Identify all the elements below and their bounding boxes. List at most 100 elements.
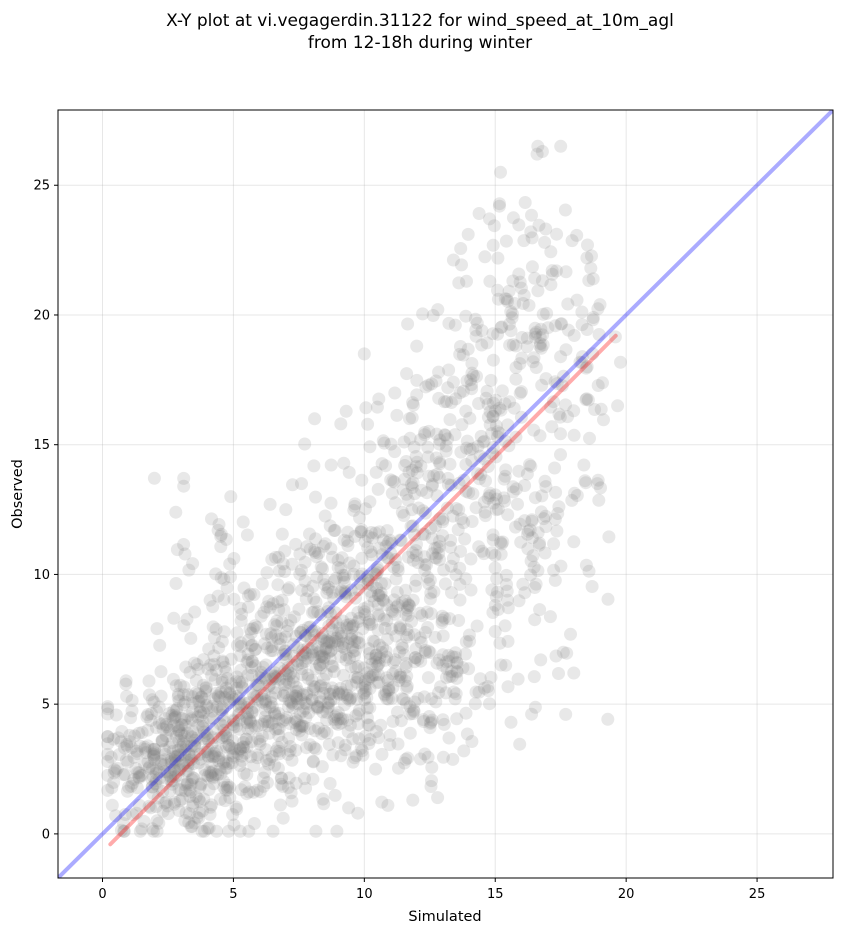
- data-point: [296, 704, 310, 718]
- x-tick-label: 10: [356, 887, 373, 902]
- data-point: [319, 642, 332, 656]
- data-point: [423, 573, 437, 587]
- data-point: [323, 635, 337, 649]
- data-point: [272, 712, 286, 726]
- data-point: [240, 528, 254, 542]
- data-point: [168, 753, 182, 767]
- data-point: [317, 634, 331, 648]
- data-point: [211, 589, 225, 603]
- data-point: [235, 754, 249, 768]
- data-point: [222, 738, 236, 752]
- data-point: [531, 139, 545, 153]
- data-point: [361, 569, 375, 583]
- data-point: [207, 777, 221, 791]
- data-point: [327, 592, 341, 606]
- data-point: [162, 707, 176, 720]
- data-point: [430, 467, 444, 481]
- data-point: [432, 653, 446, 667]
- data-point: [469, 329, 483, 343]
- data-point: [183, 783, 197, 797]
- data-point: [152, 716, 166, 730]
- data-point: [314, 695, 328, 709]
- data-point: [402, 465, 416, 479]
- data-point: [455, 258, 468, 272]
- data-point: [484, 670, 498, 684]
- data-point: [388, 653, 402, 667]
- data-point: [414, 635, 428, 649]
- data-point: [397, 756, 411, 770]
- data-point: [226, 749, 240, 763]
- data-point: [200, 699, 214, 712]
- data-point: [193, 704, 207, 718]
- data-point: [366, 668, 380, 682]
- data-point: [499, 658, 513, 672]
- data-point: [172, 804, 186, 817]
- data-point: [119, 674, 133, 688]
- data-point: [294, 692, 308, 706]
- data-point: [511, 497, 524, 511]
- data-point: [146, 770, 160, 784]
- data-point: [182, 563, 196, 577]
- data-point: [449, 502, 463, 515]
- data-point: [430, 427, 444, 441]
- data-point: [204, 766, 218, 780]
- data-point: [272, 729, 286, 742]
- data-point: [101, 755, 115, 768]
- data-point: [380, 692, 394, 706]
- data-point: [263, 497, 277, 511]
- data-point: [142, 674, 156, 688]
- data-point: [393, 670, 407, 684]
- data-point: [155, 733, 169, 747]
- x-tick-label: 20: [618, 887, 635, 902]
- data-point: [568, 486, 581, 500]
- data-point: [177, 538, 191, 551]
- data-point: [206, 731, 220, 745]
- data-point: [277, 688, 291, 702]
- data-point: [347, 567, 360, 581]
- data-point: [426, 309, 440, 322]
- data-point: [393, 533, 407, 547]
- data-point: [170, 543, 184, 557]
- y-axis-label: Observed: [10, 459, 26, 529]
- data-point: [241, 600, 255, 614]
- data-point: [248, 659, 262, 673]
- data-point: [287, 670, 300, 684]
- data-point: [329, 615, 343, 629]
- data-point: [336, 688, 350, 702]
- data-point: [449, 392, 463, 406]
- data-point: [277, 689, 291, 703]
- data-point: [582, 564, 596, 578]
- data-point: [444, 478, 458, 492]
- data-point: [301, 641, 315, 655]
- data-point: [484, 373, 498, 387]
- data-point: [260, 600, 274, 614]
- data-point: [219, 755, 233, 769]
- data-point: [197, 706, 211, 720]
- data-point: [443, 612, 456, 626]
- data-point: [403, 412, 416, 426]
- data-point: [226, 746, 240, 760]
- data-point: [126, 776, 140, 790]
- data-point: [338, 587, 352, 601]
- data-point: [252, 678, 265, 692]
- data-point: [520, 467, 534, 481]
- data-point: [372, 638, 386, 652]
- data-point: [509, 482, 523, 496]
- data-point: [518, 479, 532, 492]
- data-point: [368, 635, 382, 649]
- data-point: [308, 412, 322, 426]
- data-point: [366, 634, 380, 648]
- data-point: [331, 553, 345, 567]
- data-point: [274, 632, 288, 646]
- data-point: [322, 580, 336, 594]
- data-point: [325, 636, 339, 650]
- data-point: [462, 628, 476, 642]
- data-point: [202, 733, 216, 747]
- data-point: [488, 488, 502, 502]
- data-point: [490, 572, 504, 586]
- data-point: [579, 361, 593, 375]
- data-point: [267, 668, 281, 682]
- data-point: [207, 631, 221, 645]
- data-point: [301, 672, 315, 685]
- chart-title-line-2: from 12-18h during winter: [308, 33, 532, 53]
